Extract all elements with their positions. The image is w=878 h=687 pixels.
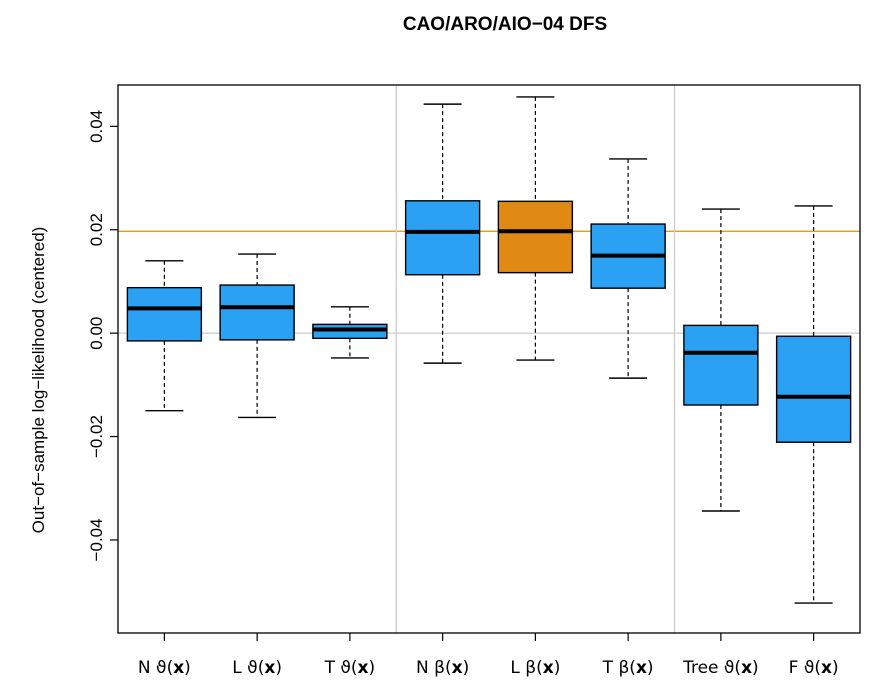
chart-title: CAO/ARO/AIO−04 DFS bbox=[403, 14, 607, 35]
y-axis-label: Out−of−sample log−likelihood (centered) bbox=[29, 227, 48, 534]
x-tick-label-2: L ϑ(x) bbox=[232, 658, 282, 678]
y-tick-label-3: 0.00 bbox=[87, 317, 106, 350]
box-6 bbox=[590, 158, 666, 379]
y-tick-label-1: −0.04 bbox=[87, 518, 106, 561]
x-tick-label-1: N ϑ(x) bbox=[138, 658, 191, 678]
box-8 bbox=[775, 205, 852, 604]
x-tick-label-7: Tree ϑ(x) bbox=[682, 658, 759, 678]
box-body bbox=[404, 200, 481, 276]
y-tick-label-5: 0.04 bbox=[87, 110, 106, 143]
plot-frame bbox=[117, 84, 861, 634]
x-tick-label-5: L β(x) bbox=[510, 658, 560, 678]
y-tick-label-2: −0.02 bbox=[87, 415, 106, 458]
x-tick-label-6: T β(x) bbox=[602, 658, 654, 678]
box-1 bbox=[126, 260, 203, 412]
box-body bbox=[775, 335, 852, 443]
box-3 bbox=[312, 306, 388, 359]
x-tick-label-4: N β(x) bbox=[416, 658, 469, 678]
box-5 bbox=[497, 96, 574, 361]
box-body bbox=[683, 324, 759, 406]
y-tick-label-4: 0.02 bbox=[87, 213, 106, 246]
box-7 bbox=[683, 208, 759, 512]
box-4 bbox=[404, 103, 481, 364]
x-tick-label-8: F ϑ(x) bbox=[789, 658, 839, 678]
plot-area: −0.04 −0.02 0.00 0.02 0.04 N ϑ(x) L ϑ(x) T ϑ(x)… bbox=[87, 84, 861, 678]
box-2 bbox=[219, 253, 295, 419]
box-body bbox=[219, 284, 295, 341]
x-tick-label-3: T ϑ(x) bbox=[324, 658, 376, 678]
box-body bbox=[126, 286, 203, 342]
box-body bbox=[497, 200, 574, 274]
